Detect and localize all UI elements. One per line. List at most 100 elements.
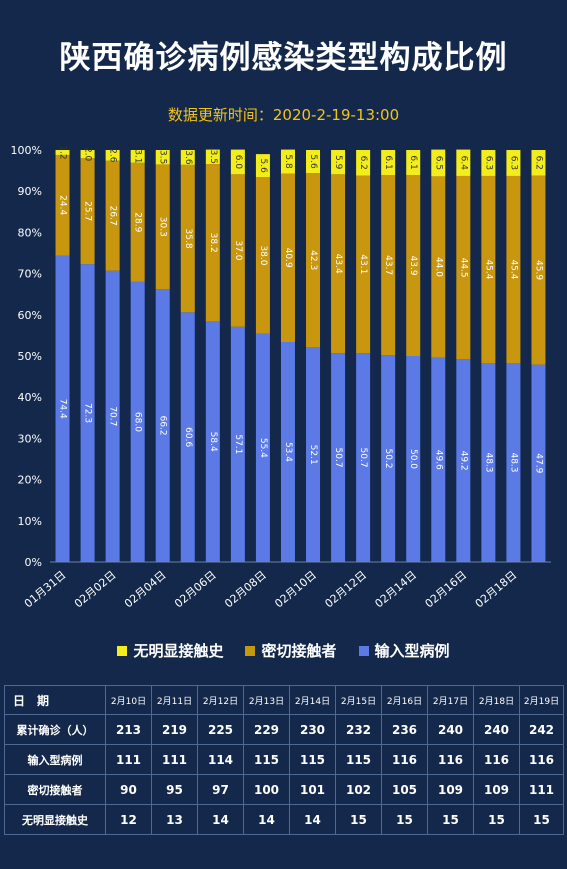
data-label: 3.5: [208, 150, 218, 164]
y-tick-label: 100%: [11, 144, 42, 157]
x-tick-label: 02月04日: [122, 568, 169, 610]
legend-swatch-unknown: [117, 645, 128, 656]
stacked-bar-chart: 0% 10% 20% 30% 40% 50% 60% 70% 80% 90% 100% 74.4 24.…: [11, 144, 551, 610]
bar-segment: [381, 355, 396, 562]
bar-segment: [381, 150, 396, 176]
y-tick-label: 40%: [18, 391, 42, 404]
header-date: 2月11日: [151, 685, 198, 715]
table-cell: 95: [151, 774, 198, 805]
data-label: 72.3: [83, 403, 93, 423]
x-tick-label: 02月18日: [473, 568, 520, 610]
header-date-label: 日 期: [4, 685, 106, 715]
y-tick-label: 0%: [25, 556, 42, 569]
y-tick-label: 60%: [18, 309, 42, 322]
table-cell: 115: [289, 744, 336, 775]
y-tick-label: 20%: [18, 474, 42, 487]
header-date: 2月13日: [243, 685, 290, 715]
bar-segment: [481, 150, 496, 176]
legend-label-unknown: 无明显接触史: [133, 642, 224, 660]
bar-segment: [55, 150, 70, 155]
bar-segment: [255, 154, 270, 178]
bar-segment: [331, 174, 346, 354]
table-cell: 15: [473, 804, 520, 835]
data-label: 6.3: [483, 156, 493, 170]
bar-segment: [255, 333, 270, 562]
table-cell: 90: [105, 774, 152, 805]
bar-segment: [456, 359, 471, 562]
data-label: 57.1: [233, 434, 243, 454]
bar-segment: [230, 174, 245, 327]
row-label: 输入型病例: [4, 744, 106, 775]
table-cell: 115: [243, 744, 290, 775]
bar-segment: [80, 158, 95, 265]
data-label: 55.4: [258, 438, 268, 458]
bar-segment: [230, 326, 245, 562]
legend-label-contact: 密切接触者: [261, 642, 337, 660]
data-label: 26.7: [108, 206, 118, 226]
bar-segment: [306, 347, 321, 562]
table-cell: 111: [151, 744, 198, 775]
x-tick-label: 02月14日: [372, 568, 419, 610]
table-cell: 213: [105, 714, 152, 745]
bar-segment: [306, 173, 321, 348]
bar-segment: [80, 264, 95, 562]
table-cell: 116: [473, 744, 520, 775]
data-label: 2.6: [108, 148, 118, 163]
table-cell: 240: [427, 714, 474, 745]
data-label: 60.6: [183, 427, 193, 447]
legend: 无明显接触史 密切接触者 输入型病例: [0, 640, 567, 661]
x-tick-label: 02月06日: [172, 568, 219, 610]
header-date: 2月16日: [381, 685, 428, 715]
bar-segment: [180, 150, 195, 165]
data-label: 2.0: [83, 147, 93, 162]
data-label: 45.4: [483, 259, 493, 279]
table-cell: 14: [243, 804, 290, 835]
bar-segment: [205, 164, 220, 322]
y-tick-label: 30%: [18, 432, 42, 445]
bar-segment: [356, 353, 371, 562]
data-label: 40.9: [283, 248, 293, 268]
table-cell: 240: [473, 714, 520, 745]
header-date: 2月14日: [289, 685, 336, 715]
y-tick-label: 80%: [18, 226, 42, 239]
bar-segment: [506, 175, 521, 364]
bar-segment: [381, 175, 396, 356]
data-label: 50.0: [408, 449, 418, 469]
data-label: 5.8: [283, 154, 293, 169]
bar-segment: [130, 281, 145, 562]
table-row: 输入型病例 111 111 114 115 115 115 116 116 11…: [4, 744, 564, 775]
bar-segment: [431, 357, 446, 562]
bar-segment: [431, 176, 446, 358]
legend-label-imported: 输入型病例: [374, 642, 450, 660]
data-label: 35.8: [183, 229, 193, 249]
data-label: 1.2: [58, 145, 68, 159]
bar-segment: [531, 364, 546, 562]
data-label: 6.0: [233, 155, 243, 170]
table-header-row: 日 期 2月10日 2月11日 2月12日 2月13日 2月14日 2月15日 …: [4, 685, 564, 715]
data-label: 43.7: [383, 255, 393, 275]
data-label: 47.9: [533, 453, 543, 473]
table-cell: 15: [335, 804, 382, 835]
data-label: 50.2: [383, 449, 393, 469]
data-label: 50.7: [358, 448, 368, 468]
bar-segment: [331, 353, 346, 562]
table-cell: 230: [289, 714, 336, 745]
data-label: 3.5: [158, 150, 168, 164]
bar-segment: [55, 255, 70, 563]
legend-item-imported: 输入型病例: [358, 640, 450, 661]
table-cell: 116: [427, 744, 474, 775]
table-cell: 100: [243, 774, 290, 805]
data-label: 44.5: [458, 258, 468, 278]
table-cell: 109: [473, 774, 520, 805]
data-label: 49.6: [433, 450, 443, 470]
table-row: 累计确诊（人） 213 219 225 229 230 232 236 240 …: [4, 714, 564, 745]
data-label: 43.1: [358, 254, 368, 274]
data-label: 6.4: [458, 156, 468, 171]
data-label: 5.6: [308, 154, 318, 169]
bar-segment: [506, 150, 521, 176]
bar-segment: [180, 312, 195, 562]
data-label: 43.4: [333, 254, 343, 274]
data-label: 70.7: [108, 406, 118, 426]
update-time: 数据更新时间：2020-2-19-13:00: [167, 106, 400, 124]
bar-segment: [356, 175, 371, 354]
